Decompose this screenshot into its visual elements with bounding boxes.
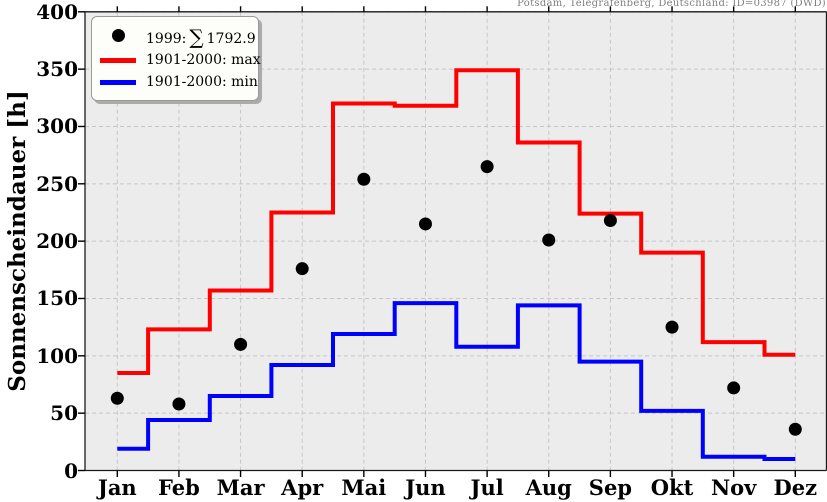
data-point-1999 [603, 214, 617, 228]
x-tick-label-dez: Dez [773, 475, 818, 500]
x-tick-label-jul: Jul [470, 475, 504, 500]
figure-title: Potsdam, Telegrafenberg, Deutschland: ID… [517, 0, 826, 9]
red-line-icon [100, 57, 136, 63]
blue-line-icon [100, 79, 136, 85]
x-tick-label-jun: Jun [405, 475, 446, 500]
legend-label-1999: 1999: ∑ 1792.9 [146, 24, 256, 49]
x-tick-label-okt: Okt [650, 475, 694, 500]
legend-row-1999: 1999: ∑ 1792.9 [98, 22, 256, 49]
x-tick-label-mai: Mai [341, 475, 387, 500]
y-tick-label-50: 50 [50, 401, 78, 426]
x-tick-label-nov: Nov [710, 475, 757, 500]
x-tick-label-aug: Aug [525, 475, 572, 500]
data-point-1999 [234, 337, 248, 351]
sum-symbol-icon: ∑ [189, 24, 204, 49]
y-tick-label-200: 200 [36, 229, 78, 254]
data-point-1999 [418, 217, 432, 231]
y-tick-label-350: 350 [36, 57, 78, 82]
max-step-line [117, 68, 796, 375]
x-tick-label-sep: Sep [588, 475, 632, 500]
min-step-line [117, 301, 796, 461]
y-tick-label-0: 0 [64, 458, 78, 483]
data-point-1999 [542, 233, 556, 247]
y-tick-label-250: 250 [36, 171, 78, 196]
x-tick-label-mar: Mar [216, 475, 265, 500]
legend-row-max: 1901-2000: max [98, 49, 261, 71]
legend-1999-prefix: 1999: [146, 30, 187, 47]
data-point-1999 [727, 381, 741, 395]
y-tick-label-400: 400 [36, 0, 78, 24]
legend-label-min: 1901-2000: min [146, 74, 258, 90]
data-point-1999 [665, 320, 679, 334]
legend-label-max: 1901-2000: max [146, 52, 261, 68]
x-tick-label-apr: Apr [281, 475, 324, 500]
data-point-1999 [788, 422, 802, 436]
y-tick-label-300: 300 [36, 114, 78, 139]
data-point-1999 [295, 262, 309, 276]
data-point-1999 [480, 160, 494, 174]
y-tick-label-150: 150 [36, 286, 78, 311]
legend-dot-marker [98, 29, 138, 42]
legend-row-min: 1901-2000: min [98, 71, 258, 93]
legend-max-marker [98, 57, 138, 63]
y-tick-label-100: 100 [36, 343, 78, 368]
x-tick-label-jan: Jan [97, 475, 137, 500]
legend-1999-total: 1792.9 [206, 30, 256, 47]
data-point-1999 [172, 397, 186, 411]
black-dot-icon [111, 29, 125, 42]
data-point-1999 [110, 391, 124, 405]
legend-min-marker [98, 79, 138, 85]
x-tick-label-feb: Feb [158, 475, 200, 500]
chart-legend: 1999: ∑ 1792.9 1901-2000: max 1901-2000: m… [91, 16, 261, 101]
data-point-1999 [357, 172, 371, 186]
